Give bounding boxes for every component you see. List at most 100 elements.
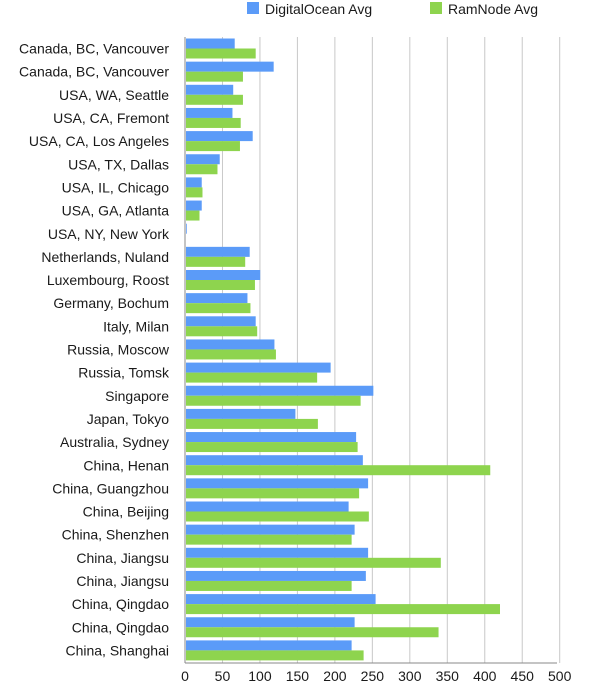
x-tick-label: 300 [398, 668, 422, 684]
category-label: Netherlands, Nuland [41, 249, 169, 265]
bar-ramnode [186, 442, 358, 453]
category-label: Luxembourg, Roost [47, 272, 169, 288]
x-tick-label: 400 [473, 668, 497, 684]
x-axis-tick-labels: 0 50 100 150 200 250 300 350 400 450 500 [181, 668, 571, 684]
bar-ramnode [186, 488, 360, 499]
bar-digitalocean [186, 293, 248, 304]
category-label: China, Jiangsu [76, 550, 169, 566]
category-label: USA, NY, New York [48, 226, 170, 242]
category-label: USA, TX, Dallas [68, 156, 169, 172]
bar-ramnode [186, 465, 491, 476]
legend-swatch [247, 2, 259, 14]
bar-digitalocean [186, 154, 220, 165]
bars [186, 38, 500, 661]
category-label: Singapore [105, 388, 169, 404]
category-label: Japan, Tokyo [87, 411, 169, 427]
bar-digitalocean [186, 594, 376, 605]
category-label: Russia, Tomsk [78, 365, 170, 381]
legend-label: DigitalOcean Avg [265, 1, 372, 17]
legend-label: RamNode Avg [448, 1, 538, 17]
category-labels: Canada, BC, Vancouver Canada, BC, Vancouv… [19, 41, 170, 659]
bar-digitalocean [186, 385, 374, 396]
bar-digitalocean [186, 84, 234, 95]
category-label: Germany, Bochum [53, 295, 169, 311]
bar-digitalocean [186, 640, 352, 651]
category-label: USA, CA, Fremont [53, 110, 169, 126]
bar-digitalocean [186, 455, 363, 466]
bar-ramnode [186, 256, 246, 267]
bar-digitalocean [186, 547, 369, 558]
category-label: China, Qingdao [72, 596, 170, 612]
x-tick-label: 150 [286, 668, 310, 684]
bar-ramnode [186, 141, 240, 152]
bar-ramnode [186, 604, 500, 615]
x-tick-label: 200 [323, 668, 347, 684]
bar-ramnode [186, 557, 441, 568]
bar-digitalocean [186, 501, 349, 512]
bar-digitalocean [186, 223, 187, 234]
bar-digitalocean [186, 246, 250, 257]
x-tick-label: 450 [511, 668, 535, 684]
bar-ramnode [186, 210, 200, 221]
bar-digitalocean [186, 61, 274, 72]
bar-digitalocean [186, 107, 233, 118]
bar-digitalocean [186, 362, 331, 373]
category-label: China, Beijing [83, 504, 169, 520]
bar-digitalocean [186, 478, 369, 489]
bar-digitalocean [186, 432, 357, 443]
bar-ramnode [186, 511, 369, 522]
bar-ramnode [186, 534, 352, 545]
bar-ramnode [186, 580, 352, 591]
bar-ramnode [186, 187, 203, 198]
bar-ramnode [186, 94, 243, 105]
bar-ramnode [186, 418, 318, 429]
category-label: China, Henan [83, 457, 169, 473]
category-label: China, Guangzhou [52, 480, 169, 496]
category-label: Russia, Moscow [67, 342, 170, 358]
category-label: USA, WA, Seattle [59, 87, 169, 103]
bar-ramnode [186, 48, 256, 59]
bar-digitalocean [186, 408, 296, 419]
bar-ramnode [186, 326, 258, 337]
bar-ramnode [186, 372, 318, 383]
x-tick-label: 350 [436, 668, 460, 684]
x-tick-label: 100 [248, 668, 272, 684]
x-tick-label: 250 [361, 668, 385, 684]
bar-ramnode [186, 71, 243, 82]
x-tick-label: 500 [548, 668, 572, 684]
category-label: Canada, BC, Vancouver [19, 64, 169, 80]
category-label: Canada, BC, Vancouver [19, 41, 169, 57]
legend-swatch [430, 2, 442, 14]
bar-ramnode [186, 117, 241, 128]
bar-digitalocean [186, 570, 366, 581]
bar-ramnode [186, 303, 251, 314]
bar-digitalocean [186, 339, 275, 350]
grid-lines [184, 37, 561, 664]
bar-digitalocean [186, 177, 202, 188]
category-label: China, Shanghai [65, 642, 169, 658]
bar-ramnode [186, 627, 439, 638]
x-tick-label: 0 [181, 668, 189, 684]
bar-ramnode [186, 280, 255, 290]
legend: DigitalOcean Avg RamNode Avg [247, 1, 538, 17]
x-tick-label: 50 [215, 668, 231, 684]
bar-ramnode [186, 650, 364, 661]
category-label: Italy, Milan [103, 318, 169, 334]
category-label: USA, GA, Atlanta [62, 203, 170, 219]
bar-digitalocean [186, 524, 355, 535]
category-label: China, Qingdao [72, 619, 170, 635]
bar-digitalocean [186, 131, 253, 142]
category-label: China, Jiangsu [76, 573, 169, 589]
bar-digitalocean [186, 316, 256, 327]
category-label: Australia, Sydney [60, 434, 169, 450]
bar-digitalocean [186, 200, 202, 211]
category-label: USA, IL, Chicago [62, 179, 170, 195]
bar-digitalocean [186, 38, 235, 49]
bar-ramnode [186, 395, 361, 406]
bar-ramnode [186, 164, 218, 175]
category-label: USA, CA, Los Angeles [29, 133, 169, 149]
bar-ramnode [186, 349, 276, 360]
category-label: China, Shenzhen [62, 527, 169, 543]
bar-digitalocean [186, 270, 261, 280]
